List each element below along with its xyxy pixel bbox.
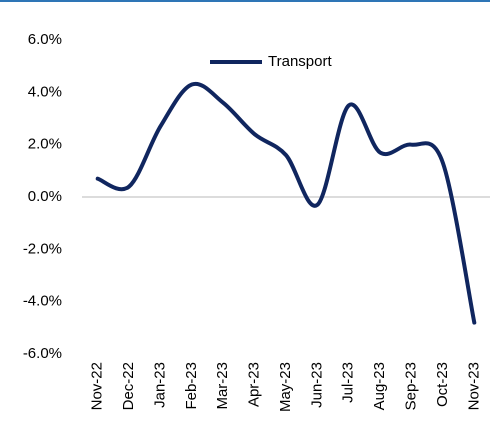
x-tick-label: May-23 bbox=[277, 362, 294, 412]
x-tick-label: Aug-23 bbox=[371, 362, 388, 410]
x-tick-label: Dec-22 bbox=[120, 362, 137, 410]
x-tick-label: Jan-23 bbox=[151, 362, 168, 408]
x-tick-label: Sep-23 bbox=[403, 362, 420, 410]
series-line bbox=[95, 81, 477, 325]
x-tick-label: Oct-23 bbox=[434, 362, 451, 407]
x-tick-label: Jul-23 bbox=[340, 362, 357, 403]
y-tick-label: -2.0% bbox=[23, 240, 62, 257]
y-tick-label: -6.0% bbox=[23, 345, 62, 362]
y-tick-label: -4.0% bbox=[23, 293, 62, 310]
x-tick-label: Mar-23 bbox=[214, 362, 231, 410]
x-tick-label: Apr-23 bbox=[246, 362, 263, 407]
legend-label: Transport bbox=[268, 53, 332, 70]
y-tick-label: 4.0% bbox=[28, 83, 62, 100]
y-tick-label: 6.0% bbox=[28, 31, 62, 48]
x-tick-label: Nov-22 bbox=[89, 362, 106, 410]
x-tick-label: Feb-23 bbox=[183, 362, 200, 410]
y-tick-label: 0.0% bbox=[28, 188, 62, 205]
x-tick-label: Jun-23 bbox=[308, 362, 325, 408]
x-tick-label: Nov-23 bbox=[465, 362, 482, 410]
y-tick-label: 2.0% bbox=[28, 136, 62, 153]
